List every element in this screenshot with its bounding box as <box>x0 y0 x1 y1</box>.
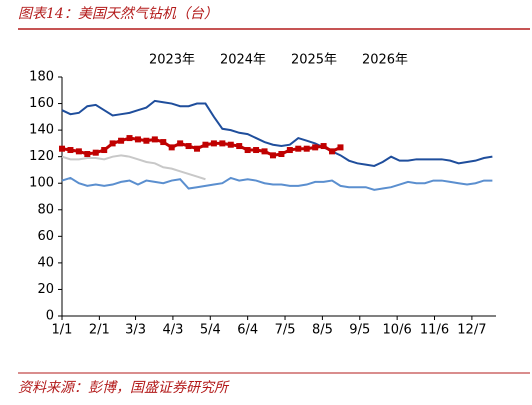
y-tick-label: 40 <box>37 255 54 270</box>
series-marker <box>320 143 327 150</box>
series-marker <box>168 144 175 151</box>
series-marker <box>219 140 226 147</box>
y-tick-label: 180 <box>29 70 54 85</box>
y-tick-label: 120 <box>29 149 54 164</box>
y-tick-label: 20 <box>37 282 54 297</box>
series-marker <box>143 137 150 144</box>
series-marker <box>295 145 302 152</box>
chart-title: 图表14：美国天然气钻机（台） <box>18 6 218 22</box>
x-tick-label: 5/4 <box>200 323 221 338</box>
series-marker <box>261 148 268 155</box>
series-marker <box>160 139 167 146</box>
x-tick-label: 6/4 <box>237 323 258 338</box>
y-tick-label: 0 <box>46 309 54 324</box>
y-tick-label: 160 <box>29 96 54 111</box>
series-marker <box>109 140 116 147</box>
legend-label: 2026年 <box>362 53 408 68</box>
series-marker <box>303 145 310 152</box>
series-marker <box>118 137 125 144</box>
series-marker <box>210 140 217 147</box>
series-marker <box>185 143 192 150</box>
series-marker <box>278 151 285 158</box>
x-tick-label: 8/5 <box>312 323 333 338</box>
y-tick-label: 100 <box>29 176 54 191</box>
series-marker <box>312 144 319 151</box>
series-marker <box>177 140 184 147</box>
series-line <box>61 99 493 167</box>
series-marker <box>75 148 82 155</box>
legend-label: 2024年 <box>220 53 266 68</box>
series-marker <box>329 148 336 155</box>
series-line <box>61 136 342 157</box>
x-tick-label: 3/3 <box>125 323 146 338</box>
legend-label: 2025年 <box>291 53 337 68</box>
series-marker <box>92 149 99 156</box>
x-tick-label: 1/1 <box>52 323 73 338</box>
series-marker <box>126 135 133 142</box>
series-marker <box>134 136 141 143</box>
series-marker <box>244 147 251 154</box>
series-marker <box>227 141 234 148</box>
series-marker <box>253 147 260 154</box>
x-tick-label: 7/5 <box>275 323 296 338</box>
source-note: 资料来源：彭博，国盛证券研究所 <box>18 380 230 396</box>
x-tick-label: 4/3 <box>162 323 183 338</box>
series-marker <box>286 147 293 154</box>
series-marker <box>59 145 65 152</box>
series-marker <box>337 144 344 151</box>
series-marker <box>84 151 91 158</box>
x-tick-label: 2/1 <box>89 323 110 338</box>
y-tick-label: 60 <box>37 229 54 244</box>
series-marker <box>194 145 201 152</box>
x-tick-label: 9/5 <box>349 323 370 338</box>
series-marker <box>151 136 158 143</box>
x-tick-label: 11/6 <box>420 323 449 338</box>
y-tick-label: 80 <box>37 202 54 217</box>
x-tick-label: 10/6 <box>383 323 412 338</box>
y-tick-label: 140 <box>29 123 54 138</box>
series-line <box>61 154 206 181</box>
series-marker <box>202 141 209 148</box>
series-line <box>61 176 493 191</box>
x-tick-label: 12/7 <box>457 323 486 338</box>
series-marker <box>269 152 276 159</box>
series-marker <box>236 143 243 150</box>
series-marker <box>67 147 74 154</box>
legend-label: 2023年 <box>149 53 195 68</box>
series-marker <box>101 147 108 154</box>
